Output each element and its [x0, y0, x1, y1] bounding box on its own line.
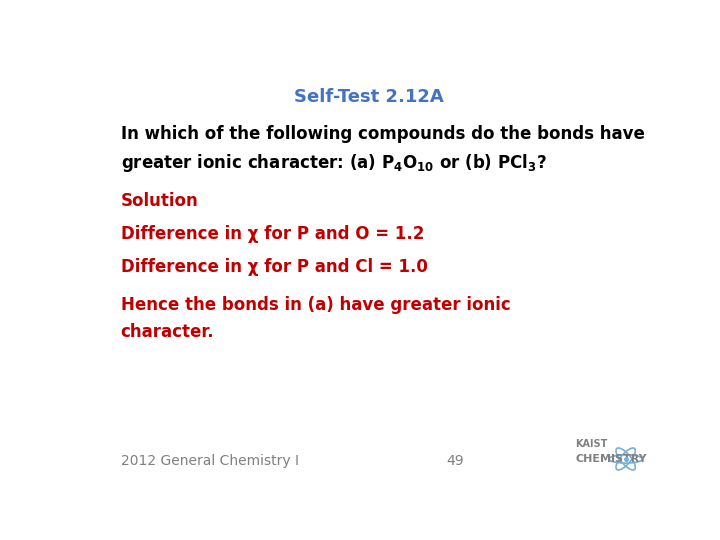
Text: In which of the following compounds do the bonds have: In which of the following compounds do t… — [121, 125, 644, 143]
Text: greater ionic character: (a) $\mathregular{P_4O_{10}}$ or (b) $\mathregular{PCl_: greater ionic character: (a) $\mathregul… — [121, 152, 546, 174]
Text: Difference in χ for P and Cl = 1.0: Difference in χ for P and Cl = 1.0 — [121, 258, 428, 276]
Text: Difference in χ for P and O = 1.2: Difference in χ for P and O = 1.2 — [121, 225, 424, 243]
Text: CHEMISTRY: CHEMISTRY — [575, 454, 647, 463]
Text: character.: character. — [121, 322, 215, 341]
Text: 2012 General Chemistry I: 2012 General Chemistry I — [121, 454, 299, 468]
Text: Self-Test 2.12A: Self-Test 2.12A — [294, 87, 444, 106]
Text: Hence the bonds in (a) have greater ionic: Hence the bonds in (a) have greater ioni… — [121, 295, 510, 314]
Text: Solution: Solution — [121, 192, 199, 210]
Text: 49: 49 — [446, 454, 464, 468]
Text: KAIST: KAIST — [575, 440, 608, 449]
